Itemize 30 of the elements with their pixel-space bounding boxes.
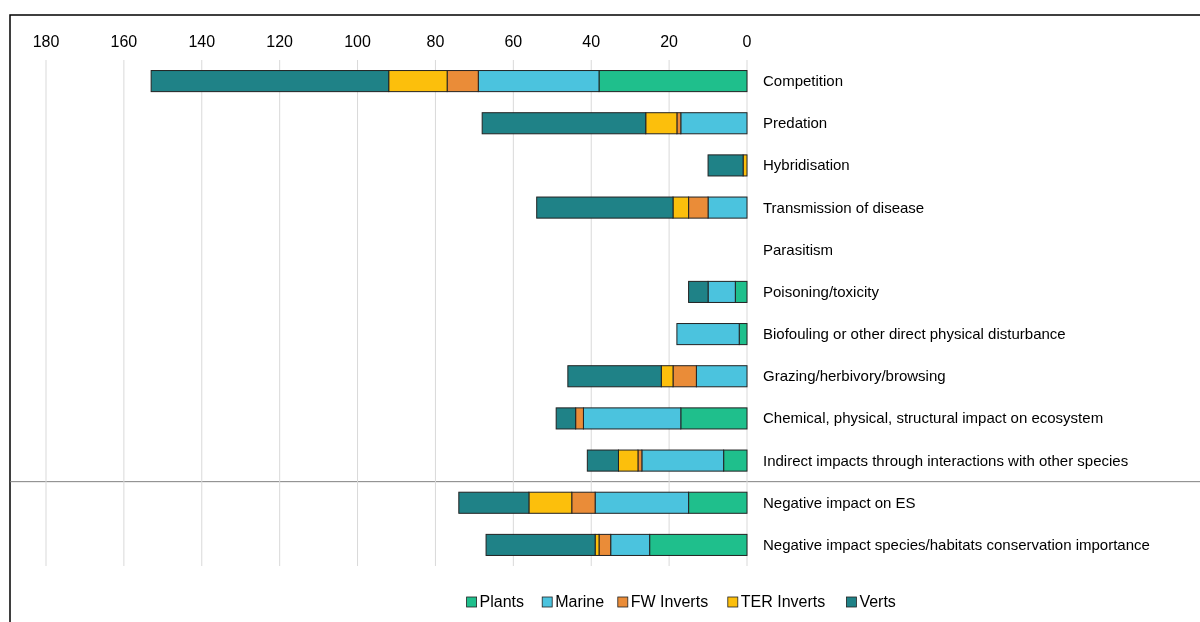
y-tick-label: Negative impact species/habitats conservation importance: [763, 535, 1150, 553]
x-tick-label: 180: [32, 33, 60, 50]
y-tick-label: Poisoning/toxicity: [763, 282, 880, 300]
legend-label: TER Inverts: [740, 593, 826, 610]
x-tick-label: 20: [660, 33, 679, 50]
bar: [485, 533, 596, 556]
legend-label: FW Inverts: [630, 593, 709, 610]
x-tick-label: 100: [344, 33, 371, 50]
y-tick-label: Chemical, physical, structural impact on ecosystem: [763, 409, 1104, 427]
x-tick-label: 40: [582, 33, 601, 50]
bar: [707, 154, 744, 177]
x-tick-label: 80: [426, 33, 445, 50]
legend-label: Verts: [859, 593, 896, 610]
y-tick-label: Negative impact on ES: [763, 493, 916, 511]
y-tick-label: Competition: [763, 72, 844, 90]
legend-label: Plants: [479, 593, 525, 610]
y-tick-label: Predation: [763, 114, 828, 132]
x-tick-label: 120: [266, 33, 294, 50]
x-tick-label: 60: [504, 33, 523, 50]
x-tick-label: 140: [188, 33, 216, 50]
y-tick-label: Parasitism: [763, 240, 834, 258]
legend-label: Marine: [555, 593, 605, 610]
y-tick-label: Biofouling or other direct physical disturbance: [763, 325, 1066, 343]
y-tick-label: Indirect impacts through interactions with other species: [763, 451, 1129, 469]
y-tick-label: Hybridisation: [763, 156, 850, 174]
y-tick-label: Transmission of disease: [763, 198, 925, 216]
x-tick-label: 160: [110, 33, 138, 50]
x-tick-label: 0: [742, 33, 752, 50]
y-tick-label: Grazing/herbivory/browsing: [763, 367, 946, 385]
bar: [680, 112, 748, 135]
